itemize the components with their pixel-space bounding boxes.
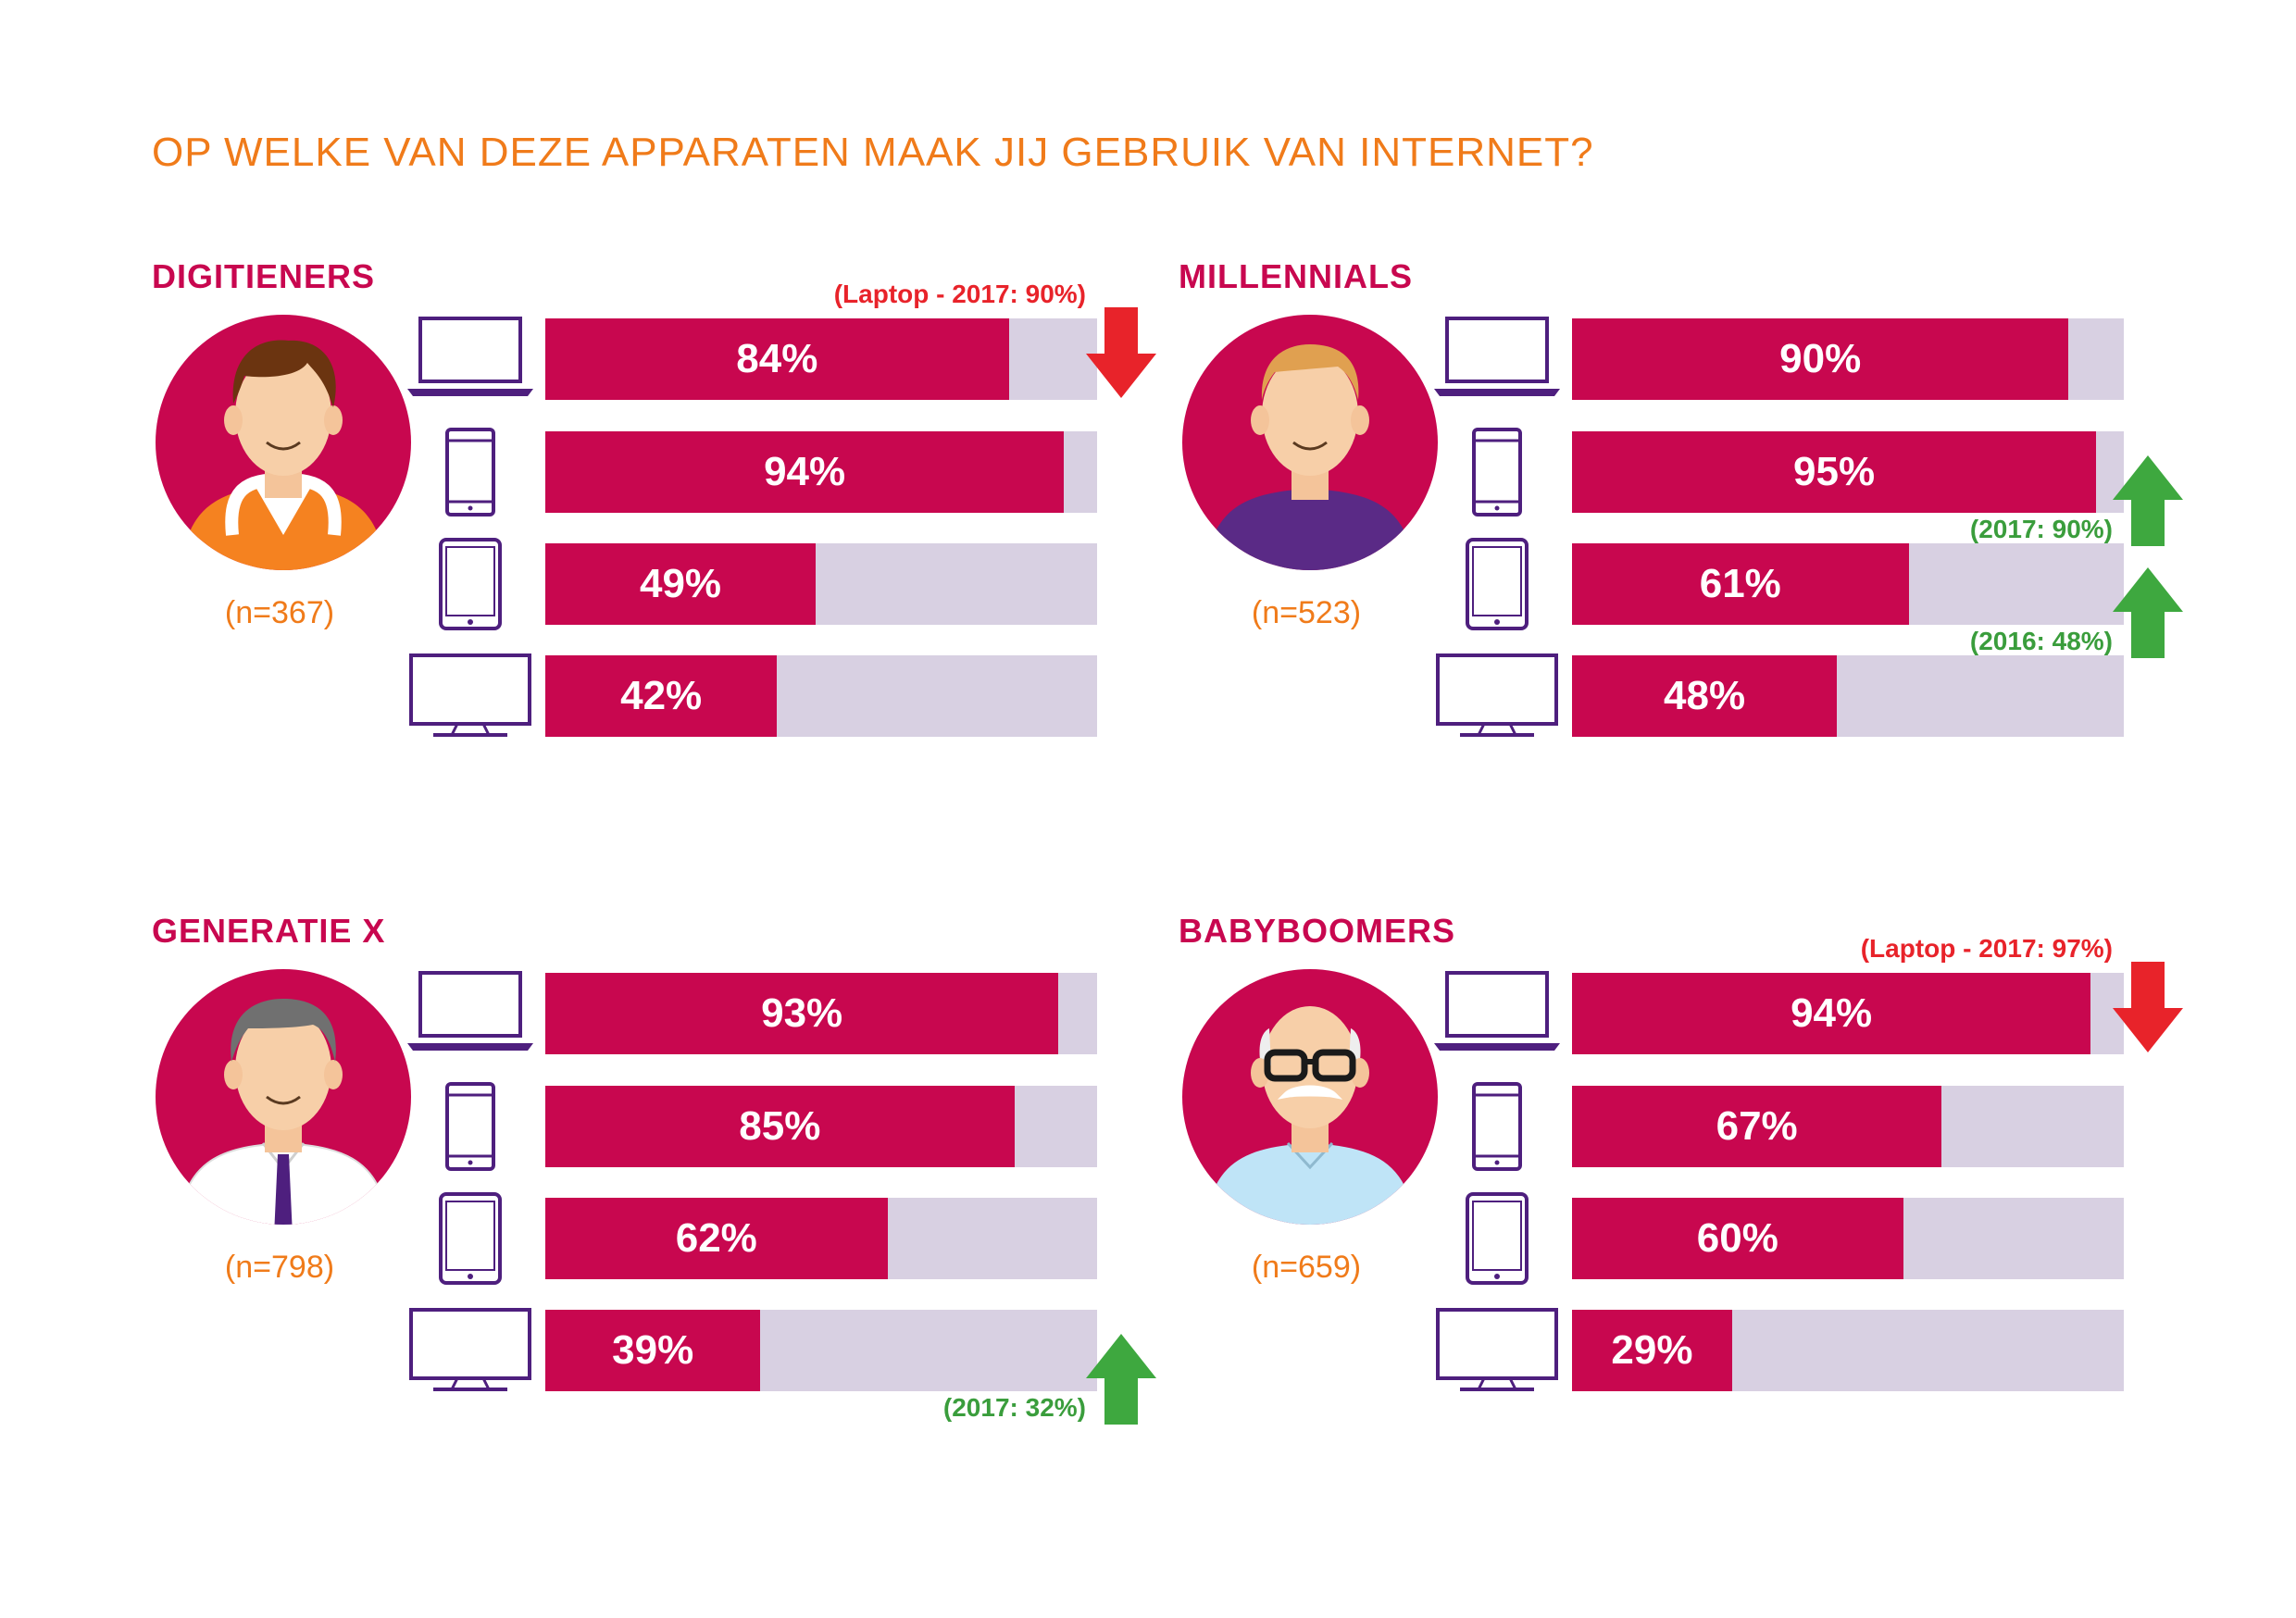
panel-generatie-x: GENERATIE X (n=798) 93% 85% — [152, 912, 1189, 1430]
data-label: 85% — [739, 1103, 821, 1149]
sample-size: (n=523) — [1251, 595, 1362, 630]
bar-track: 85% — [545, 1086, 1097, 1167]
tv-icon — [409, 653, 531, 737]
bar-smartphone — [545, 1086, 1015, 1167]
data-label: 49% — [639, 561, 722, 606]
bar-laptop — [545, 318, 1009, 400]
tablet-icon — [1466, 1192, 1529, 1285]
data-label: 94% — [764, 449, 846, 494]
data-label: 60% — [1696, 1215, 1778, 1261]
tv-icon — [409, 1308, 531, 1391]
bar-smartphone — [1572, 431, 2097, 513]
bar-laptop — [545, 973, 1059, 1054]
bar-track: 67% — [1572, 1086, 2124, 1167]
tablet-icon — [439, 1192, 502, 1285]
data-label: 39% — [612, 1327, 694, 1373]
bar-track: 60% — [1572, 1198, 2124, 1279]
panel-digitieners: DIGITIENERS (n=367) 84% 94% — [152, 257, 1189, 776]
bar-tablet — [1572, 1198, 1903, 1279]
smartphone-icon — [445, 428, 495, 517]
change-annotation: (2017: 32%) — [942, 1393, 1086, 1422]
data-label: 29% — [1611, 1327, 1693, 1373]
arrow-down-icon — [1086, 307, 1156, 398]
laptop-icon — [1434, 317, 1560, 396]
arrow-up-icon — [2113, 567, 2183, 658]
change-annotation: (2016: 48%) — [1969, 627, 2113, 655]
bar-track: 84% — [545, 318, 1097, 400]
tablet-icon — [1466, 538, 1529, 630]
bar-tablet — [545, 543, 817, 625]
data-label: 93% — [761, 990, 843, 1036]
boomer-avatar — [1182, 969, 1438, 1225]
data-label: 90% — [1779, 336, 1862, 381]
bar-track: 39% — [545, 1310, 1097, 1391]
smartphone-icon — [1472, 1082, 1522, 1171]
bar-smart-tv — [1572, 655, 1838, 737]
laptop-icon — [407, 317, 533, 396]
genx-avatar — [156, 969, 411, 1225]
arrow-up-icon — [1086, 1334, 1156, 1425]
data-label: 94% — [1791, 990, 1873, 1036]
laptop-icon — [1434, 971, 1560, 1051]
bar-track: 48% — [1572, 655, 2124, 737]
bar-track: 94% — [1572, 973, 2124, 1054]
group-title: GENERATIE X — [152, 912, 386, 950]
tv-icon — [1436, 653, 1558, 737]
bar-laptop — [1572, 973, 2091, 1054]
data-label: 95% — [1793, 449, 1876, 494]
data-label: 67% — [1716, 1103, 1798, 1149]
millennial-avatar — [1182, 315, 1438, 570]
data-label: 61% — [1699, 561, 1781, 606]
bar-track: 29% — [1572, 1310, 2124, 1391]
bar-track: 95% — [1572, 431, 2124, 513]
bar-smart-tv — [545, 1310, 761, 1391]
group-title: DIGITIENERS — [152, 257, 376, 295]
bar-tablet — [1572, 543, 1909, 625]
arrow-down-icon — [2113, 962, 2183, 1052]
panel-millennials: MILLENNIALS (n=523) 90% 95% 6 — [1179, 257, 2215, 776]
smartphone-icon — [445, 1082, 495, 1171]
teen-avatar — [156, 315, 411, 570]
group-title: MILLENNIALS — [1179, 257, 1413, 295]
panel-babyboomers: BABYBOOMERS (n=659) 94% 6 — [1179, 912, 2215, 1430]
data-label: 42% — [620, 673, 703, 718]
bar-track: 42% — [545, 655, 1097, 737]
sample-size: (n=659) — [1251, 1250, 1362, 1285]
group-title: BABYBOOMERS — [1179, 912, 1456, 950]
bar-track: 61% — [1572, 543, 2124, 625]
bar-smart-tv — [545, 655, 778, 737]
page-title: OP WELKE VAN DEZE APPARATEN MAAK JIJ GEB… — [152, 130, 1594, 175]
arrow-up-icon — [2113, 455, 2183, 546]
change-annotation: (Laptop - 2017: 97%) — [1860, 934, 2113, 963]
bar-smartphone — [1572, 1086, 1942, 1167]
bar-tablet — [545, 1198, 888, 1279]
laptop-icon — [407, 971, 533, 1051]
change-annotation: (Laptop - 2017: 90%) — [833, 280, 1086, 308]
smartphone-icon — [1472, 428, 1522, 517]
tv-icon — [1436, 1308, 1558, 1391]
bar-track: 93% — [545, 973, 1097, 1054]
bar-laptop — [1572, 318, 2069, 400]
tablet-icon — [439, 538, 502, 630]
bar-track: 49% — [545, 543, 1097, 625]
bar-track: 62% — [545, 1198, 1097, 1279]
bar-smart-tv — [1572, 1310, 1732, 1391]
sample-size: (n=367) — [224, 595, 335, 630]
bar-track: 90% — [1572, 318, 2124, 400]
sample-size: (n=798) — [224, 1250, 335, 1285]
bar-smartphone — [545, 431, 1065, 513]
data-label: 62% — [675, 1215, 757, 1261]
data-label: 84% — [736, 336, 818, 381]
bar-track: 94% — [545, 431, 1097, 513]
change-annotation: (2017: 90%) — [1969, 515, 2113, 543]
data-label: 48% — [1664, 673, 1746, 718]
